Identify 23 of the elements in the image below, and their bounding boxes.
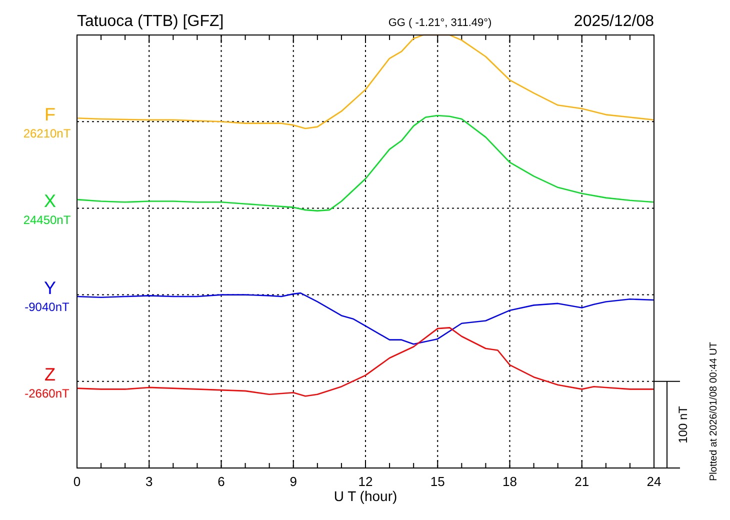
ref-line-label: 24450nT bbox=[23, 213, 72, 228]
x-tick-label: 3 bbox=[146, 474, 153, 489]
ref-line-label: -9040nT bbox=[24, 300, 70, 314]
text: 100 nT bbox=[676, 405, 690, 444]
text: Plotted at 2026/01/08 00:44 UT bbox=[708, 342, 720, 481]
series-label: F bbox=[44, 104, 56, 125]
series-label: Y bbox=[44, 278, 56, 298]
x-tick-label: 12 bbox=[358, 474, 373, 489]
series-label: Z bbox=[44, 364, 56, 384]
series-label: X bbox=[44, 191, 56, 212]
ref-line-label: 26210nT bbox=[23, 126, 72, 141]
x-tick-label: 0 bbox=[73, 474, 81, 489]
x-tick-label: 15 bbox=[430, 474, 445, 489]
x-tick-label: 9 bbox=[290, 474, 297, 489]
text: 2025/12/08 bbox=[574, 13, 654, 30]
x-axis-title: U T (hour) bbox=[334, 488, 398, 504]
chart-title: Tatuoca (TTB) [GFZ] bbox=[77, 13, 224, 30]
x-tick-label: 21 bbox=[574, 474, 590, 489]
ref-line-label: -2660nT bbox=[24, 386, 70, 400]
x-tick-label: 18 bbox=[502, 474, 517, 489]
x-tick-label: 6 bbox=[218, 474, 225, 489]
x-tick-label: 24 bbox=[646, 474, 662, 489]
chart-subtitle: GG ( -1.21°, 311.49°) bbox=[388, 17, 492, 29]
